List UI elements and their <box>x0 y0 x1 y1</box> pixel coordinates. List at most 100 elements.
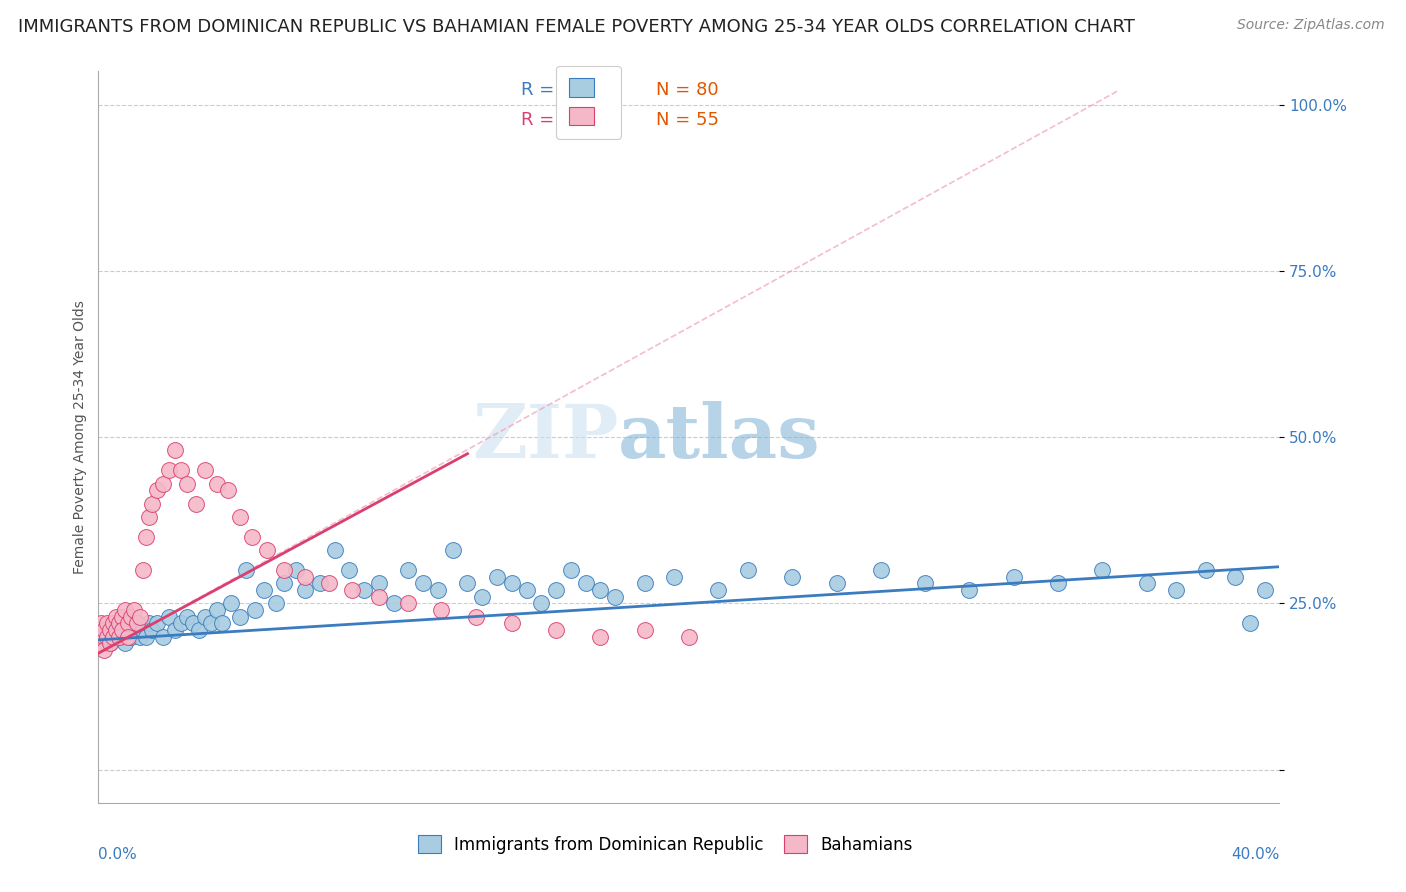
Point <box>114 636 136 650</box>
Point <box>959 582 981 597</box>
Point <box>122 603 145 617</box>
Point <box>96 616 118 631</box>
Point <box>93 623 115 637</box>
Point <box>430 603 453 617</box>
Point <box>152 630 174 644</box>
Point <box>256 543 278 558</box>
Point <box>184 497 207 511</box>
Text: R = 0.261: R = 0.261 <box>522 80 612 99</box>
Point <box>205 603 228 617</box>
Point <box>589 630 612 644</box>
Point <box>398 563 420 577</box>
Point <box>339 563 361 577</box>
Point <box>122 623 145 637</box>
Point <box>120 630 142 644</box>
Point <box>309 576 332 591</box>
Text: 40.0%: 40.0% <box>1232 847 1279 862</box>
Point <box>243 603 266 617</box>
Point <box>516 582 538 597</box>
Text: N = 55: N = 55 <box>655 112 718 129</box>
Point <box>294 582 316 597</box>
Point <box>108 623 131 637</box>
Point <box>382 596 405 610</box>
Point <box>103 623 125 637</box>
Point <box>575 576 598 591</box>
Point <box>546 582 568 597</box>
Point <box>1195 563 1218 577</box>
Point <box>98 623 121 637</box>
Legend: Immigrants from Dominican Republic, Bahamians: Immigrants from Dominican Republic, Baha… <box>411 829 920 860</box>
Point <box>135 630 157 644</box>
Point <box>465 609 488 624</box>
Point <box>486 570 509 584</box>
Point <box>546 623 568 637</box>
Point <box>1166 582 1188 597</box>
Point <box>132 623 155 637</box>
Text: Source: ZipAtlas.com: Source: ZipAtlas.com <box>1237 18 1385 32</box>
Point <box>105 609 128 624</box>
Point <box>368 590 391 604</box>
Point <box>194 609 217 624</box>
Point <box>90 616 112 631</box>
Point <box>441 543 464 558</box>
Point <box>1239 616 1261 631</box>
Point <box>125 616 148 631</box>
Point <box>96 630 118 644</box>
Point <box>165 623 187 637</box>
Point <box>914 576 936 591</box>
Point <box>111 609 134 624</box>
Point <box>589 582 612 597</box>
Point <box>737 563 759 577</box>
Point <box>318 576 340 591</box>
Point <box>240 530 263 544</box>
Point <box>412 576 434 591</box>
Point <box>211 616 233 631</box>
Point <box>530 596 553 610</box>
Point <box>141 497 163 511</box>
Point <box>205 476 228 491</box>
Point <box>125 616 148 631</box>
Point <box>605 590 627 604</box>
Point <box>253 582 276 597</box>
Point <box>471 590 494 604</box>
Point <box>235 563 257 577</box>
Point <box>176 476 198 491</box>
Point <box>111 623 134 637</box>
Point <box>294 570 316 584</box>
Point <box>501 576 523 591</box>
Point <box>138 509 160 524</box>
Point <box>1091 563 1114 577</box>
Text: atlas: atlas <box>619 401 821 474</box>
Point <box>132 563 155 577</box>
Point <box>273 563 295 577</box>
Text: 0.0%: 0.0% <box>98 847 138 862</box>
Point <box>285 563 308 577</box>
Point <box>117 630 139 644</box>
Point <box>221 596 243 610</box>
Point <box>1254 582 1277 597</box>
Point <box>120 609 142 624</box>
Point <box>181 616 204 631</box>
Point <box>457 576 479 591</box>
Point <box>273 576 295 591</box>
Point <box>707 582 730 597</box>
Point <box>105 623 128 637</box>
Point <box>117 623 139 637</box>
Point <box>105 630 128 644</box>
Point <box>93 623 115 637</box>
Point <box>501 616 523 631</box>
Point <box>141 623 163 637</box>
Point <box>634 623 657 637</box>
Point <box>114 603 136 617</box>
Point <box>229 609 252 624</box>
Point <box>90 630 112 644</box>
Point <box>152 476 174 491</box>
Point <box>342 582 364 597</box>
Point <box>782 570 804 584</box>
Point <box>825 576 848 591</box>
Point <box>157 463 180 477</box>
Point <box>229 509 252 524</box>
Text: N = 80: N = 80 <box>655 80 718 99</box>
Point <box>93 630 115 644</box>
Point <box>870 563 893 577</box>
